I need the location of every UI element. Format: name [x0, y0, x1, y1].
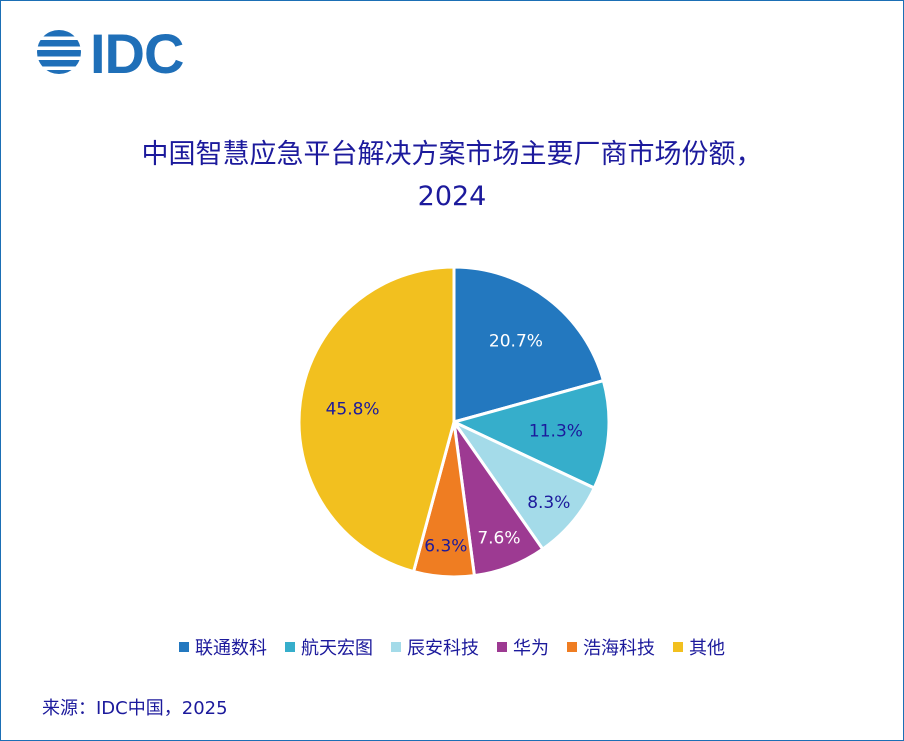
pie-data-label-2: 11.3%: [529, 422, 583, 442]
legend-label: 航天宏图: [301, 638, 373, 659]
legend-swatch: [673, 642, 683, 652]
legend-item-1: 联通数科: [179, 634, 267, 660]
legend-label: 其他: [689, 638, 725, 659]
pie-slice-6: [297, 265, 456, 574]
legend-swatch: [391, 642, 401, 652]
chart-title-line-1: 中国智慧应急平台解决方案市场主要厂商市场份额，: [141, 139, 763, 170]
legend-swatch: [567, 642, 577, 652]
pie-slice-2: [452, 379, 611, 490]
legend-swatch: [497, 642, 507, 652]
globe-stripe: [37, 60, 81, 67]
globe-stripe: [37, 40, 81, 47]
pie-slice-1: [452, 265, 605, 424]
globe-stripe: [37, 70, 81, 74]
legend-swatch: [179, 642, 189, 652]
pie-data-label-4: 7.6%: [477, 529, 520, 549]
pie-data-label-1: 20.7%: [489, 332, 543, 352]
globe-stripe: [37, 30, 81, 37]
legend-item-4: 华为: [497, 634, 549, 660]
pie-data-label-5: 6.3%: [424, 537, 467, 557]
legend-item-6: 其他: [673, 634, 725, 660]
source-note: 来源：IDC中国，2025: [42, 698, 228, 719]
legend-item-5: 浩海科技: [567, 634, 655, 660]
chart-title-line-2: 2024: [417, 181, 487, 212]
legend-label: 辰安科技: [407, 638, 479, 659]
idc-logo: IDC: [37, 24, 184, 80]
legend-item-2: 航天宏图: [285, 634, 373, 660]
globe-stripe: [37, 50, 81, 57]
legend: 联通数科 航天宏图 辰安科技 华为 浩海科技 其他: [0, 634, 904, 660]
pie-data-label-6: 45.8%: [326, 400, 380, 420]
legend-item-3: 辰安科技: [391, 634, 479, 660]
logo-text: IDC: [90, 24, 183, 80]
globe-icon: [37, 30, 81, 74]
legend-swatch: [285, 642, 295, 652]
legend-label: 联通数科: [195, 638, 267, 659]
legend-label: 浩海科技: [583, 638, 655, 659]
chart-title: 中国智慧应急平台解决方案市场主要厂商市场份额， 2024: [0, 134, 904, 218]
pie-data-label-3: 8.3%: [527, 493, 570, 513]
legend-label: 华为: [513, 638, 549, 659]
